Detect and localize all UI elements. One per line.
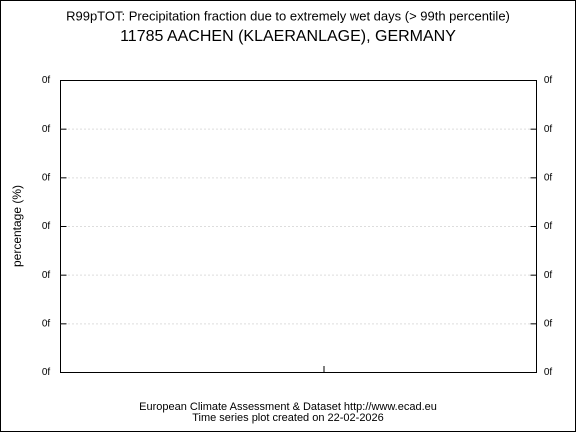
- y-tick-label: 0f: [544, 124, 553, 135]
- y-tick-label: 0f: [42, 221, 51, 232]
- chart-title: R99pTOT: Precipitation fraction due to e…: [66, 8, 510, 23]
- y-tick-label: 0f: [42, 318, 51, 329]
- y-tick-label: 0f: [544, 75, 553, 86]
- y-tick-label: 0f: [544, 221, 553, 232]
- y-tick-label: 0f: [42, 75, 51, 86]
- y-tick-label: 0f: [544, 270, 553, 281]
- y-tick-label: 0f: [544, 172, 553, 183]
- chart-subtitle: 11785 AACHEN (KLAERANLAGE), GERMANY: [120, 28, 456, 45]
- footer: Time series plot created on 22-02-2026: [192, 412, 384, 424]
- y-tick-label: 0f: [42, 270, 51, 281]
- y-tick-label: 0f: [42, 124, 51, 135]
- y-tick-label: 0f: [42, 172, 51, 183]
- y-tick-label: 0f: [544, 318, 553, 329]
- y-tick-label: 0f: [42, 367, 51, 378]
- footer: European Climate Assessment & Dataset ht…: [139, 401, 437, 413]
- y-tick-label: 0f: [544, 367, 553, 378]
- y-axis-label: percentage (%): [10, 185, 24, 267]
